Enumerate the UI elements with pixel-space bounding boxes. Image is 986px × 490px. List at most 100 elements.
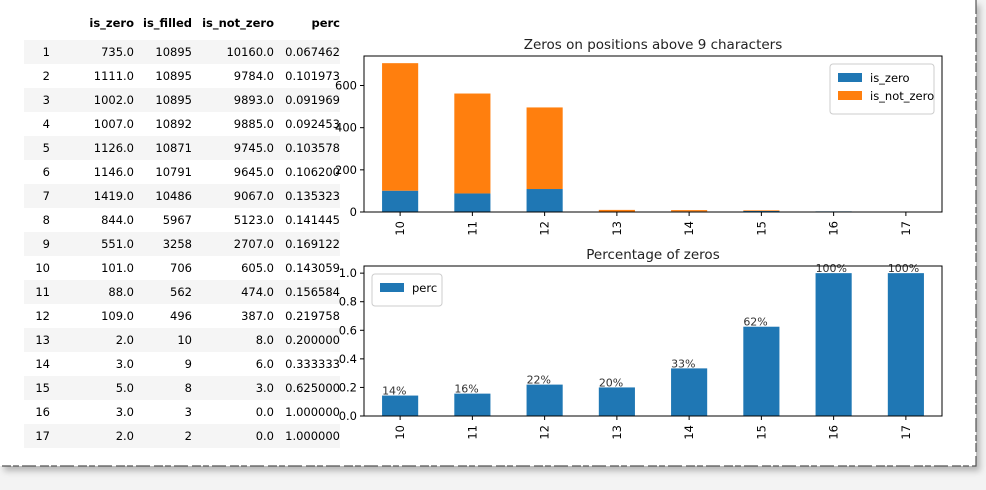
row-index-cell: 1: [42, 45, 50, 59]
data-label: 20%: [599, 376, 623, 389]
table-cell: 10871: [155, 141, 192, 155]
legend-label-is_not_zero: is_not_zero: [870, 89, 934, 103]
table-cell: 0.092453: [285, 117, 340, 131]
percentage-bar-chart: Percentage of zeros 0.0 0.2 0.4 0.6 0.8 1.0 10 1…: [339, 247, 943, 440]
table-cell: 0.169122: [285, 237, 340, 251]
table-row: 14 3.0 9 6.0 0.333333: [24, 352, 340, 376]
row-index-cell: 4: [42, 117, 50, 131]
table-cell: 387.0: [241, 309, 274, 323]
table-cell: 101.0: [101, 261, 134, 275]
table-cell: 3.0: [255, 381, 274, 395]
x-tick-label: 13: [610, 425, 624, 440]
table-cell: 706: [170, 261, 192, 275]
table-cell: 10895: [155, 93, 192, 107]
row-index-cell: 3: [42, 93, 50, 107]
x-tick-label: 13: [610, 221, 624, 236]
table-cell: 0.200000: [285, 333, 340, 347]
table-cell: 0.219758: [285, 309, 340, 323]
table-cell: 9067.0: [233, 189, 274, 203]
table-cell: 8: [184, 381, 192, 395]
table-cell: 0.143059: [285, 261, 340, 275]
legend-swatch-is_zero: [838, 73, 862, 82]
table-cell: 10895: [155, 45, 192, 59]
table-row: 7 1419.0 10486 9067.0 0.135323: [24, 184, 340, 208]
data-label: 33%: [671, 357, 695, 370]
table-row: 8 844.0 5967 5123.0 0.141445: [24, 208, 340, 232]
table-row: 13 2.0 10 8.0 0.200000: [24, 328, 340, 352]
legend-label-is_zero: is_zero: [870, 71, 910, 85]
table-cell: 1146.0: [93, 165, 134, 179]
header-is-not-zero: is_not_zero: [202, 16, 274, 30]
bar-perc-16: [815, 273, 852, 416]
data-label: 22%: [527, 374, 551, 387]
table-cell: 0.156584: [285, 285, 340, 299]
legend-swatch-is_not_zero: [838, 91, 862, 100]
table-row: 5 1126.0 10871 9745.0 0.103578: [24, 136, 340, 160]
legend-box: [371, 273, 443, 307]
table-cell: 10: [177, 333, 192, 347]
table-row: 9 551.0 3258 2707.0 0.169122: [24, 232, 340, 256]
bar-is_not_zero-11: [454, 93, 491, 194]
y-tick-label: 0.8: [339, 295, 357, 309]
table-body: 1 735.0 10895 10160.0 0.067462 2 1111.0 10895 97…: [24, 40, 340, 448]
table-cell: 9: [184, 357, 192, 371]
table-cell: 735.0: [101, 45, 134, 59]
plot-frame: [363, 55, 943, 213]
table-cell: 10160.0: [226, 45, 274, 59]
bar-perc-12: [526, 384, 563, 416]
table-cell: 3.0: [115, 357, 134, 371]
row-index-cell: 2: [42, 69, 50, 83]
table-cell: 9745.0: [233, 141, 274, 155]
y-tick-label: 0.6: [339, 323, 357, 337]
x-tick-label: 11: [465, 221, 479, 236]
table-cell: 0.101973: [285, 69, 340, 83]
table-row: 10 101.0 706 605.0 0.143059: [24, 256, 340, 280]
table-cell: 1.000000: [285, 429, 340, 443]
table-row: 15 5.0 8 3.0 0.625000: [24, 376, 340, 400]
table-cell: 10486: [155, 189, 192, 203]
header-index: [24, 14, 64, 40]
row-index-cell: 14: [35, 357, 50, 371]
table-cell: 0.067462: [285, 45, 340, 59]
table-cell: 0.106200: [285, 165, 340, 179]
table-cell: 88.0: [108, 285, 134, 299]
row-index-cell: 13: [35, 333, 50, 347]
row-index-cell: 11: [35, 285, 50, 299]
x-tick-label: 10: [393, 425, 407, 440]
table-cell: 3: [184, 405, 192, 419]
table-cell: 10892: [155, 117, 192, 131]
table-cell: 1002.0: [93, 93, 134, 107]
table-cell: 1111.0: [93, 69, 134, 83]
x-tick-label: 17: [899, 425, 913, 440]
table-cell: 562: [170, 285, 192, 299]
bar-is_zero-15: [743, 210, 780, 212]
legend-swatch-perc: [380, 283, 404, 292]
row-index-cell: 6: [42, 165, 50, 179]
data-label: 16%: [454, 383, 478, 396]
legend-label-perc: perc: [412, 281, 437, 295]
bar-perc-13: [598, 387, 635, 416]
bar-perc-10: [382, 395, 419, 416]
table-cell: 9893.0: [233, 93, 274, 107]
bar-is_not_zero-14: [671, 210, 708, 212]
table-cell: 9645.0: [233, 165, 274, 179]
table-cell: 2.0: [115, 333, 134, 347]
chart-title: Zeros on positions above 9 characters: [524, 38, 783, 53]
table-header-row: is_zero is_filled is_not_zero perc: [24, 14, 340, 40]
row-index-cell: 17: [35, 429, 50, 443]
table-cell: 551.0: [101, 237, 134, 251]
x-tick-label: 10: [393, 221, 407, 236]
y-tick-label: 0: [350, 205, 357, 219]
table-cell: 9784.0: [233, 69, 274, 83]
table-cell: 1419.0: [93, 189, 134, 203]
table-cell: 5967: [162, 213, 192, 227]
table-cell: 0.625000: [285, 381, 340, 395]
table-cell: 0.103578: [285, 141, 340, 155]
table-cell: 0.333333: [285, 357, 340, 371]
y-tick-label: 0.4: [339, 352, 357, 366]
data-label: 100%: [816, 262, 847, 275]
x-tick-label: 15: [754, 425, 768, 440]
bar-is_zero-11: [454, 193, 491, 212]
table-cell: 6.0: [255, 357, 274, 371]
